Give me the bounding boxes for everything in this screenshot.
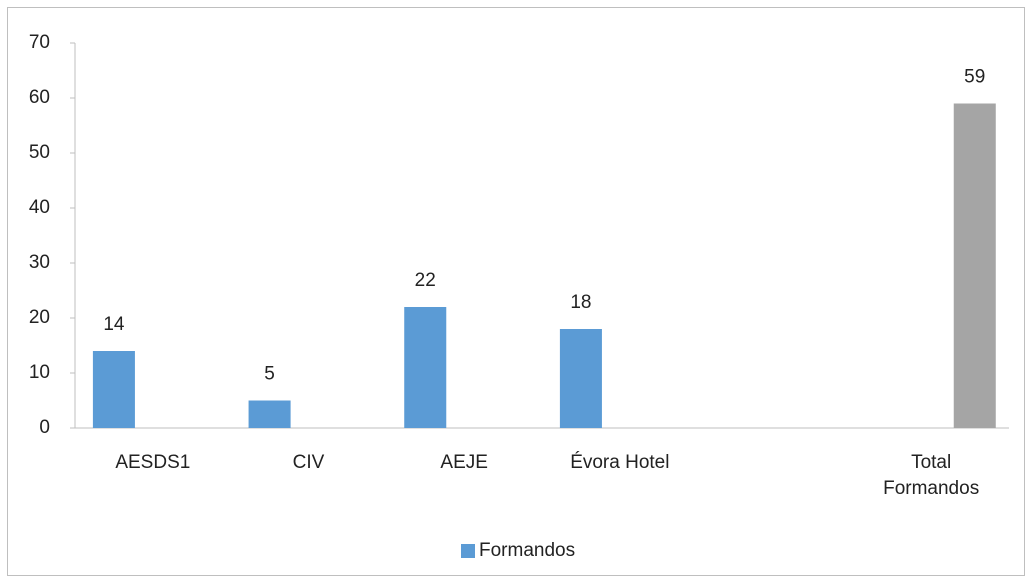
x-tick-label: Évora Hotel	[570, 452, 670, 473]
bar	[559, 329, 602, 428]
y-tick-label: 0	[39, 417, 50, 438]
y-tick-label: 30	[29, 252, 50, 273]
legend-label: Formandos	[479, 540, 575, 561]
bar	[248, 400, 291, 428]
bar	[953, 103, 996, 428]
data-label: 22	[415, 270, 436, 291]
y-tick-label: 20	[29, 307, 50, 328]
data-label: 5	[264, 364, 275, 385]
y-tick-label: 50	[29, 142, 50, 163]
y-tick-label: 70	[29, 32, 50, 53]
x-tick-label: Total Formandos	[883, 452, 980, 499]
data-label: 18	[570, 292, 591, 313]
x-tick-label: AESDS1	[115, 452, 191, 473]
bar	[92, 351, 135, 428]
data-label: 14	[103, 314, 125, 335]
legend-swatch	[461, 544, 475, 558]
x-tick-label: CIV	[292, 452, 325, 473]
y-tick-label: 40	[29, 197, 50, 218]
x-tick-label: AEJE	[440, 452, 488, 473]
chart-border	[7, 7, 1025, 576]
y-tick-label: 10	[29, 362, 50, 383]
y-tick-label: 60	[29, 87, 50, 108]
bar	[404, 307, 447, 428]
data-label: 59	[964, 67, 985, 88]
